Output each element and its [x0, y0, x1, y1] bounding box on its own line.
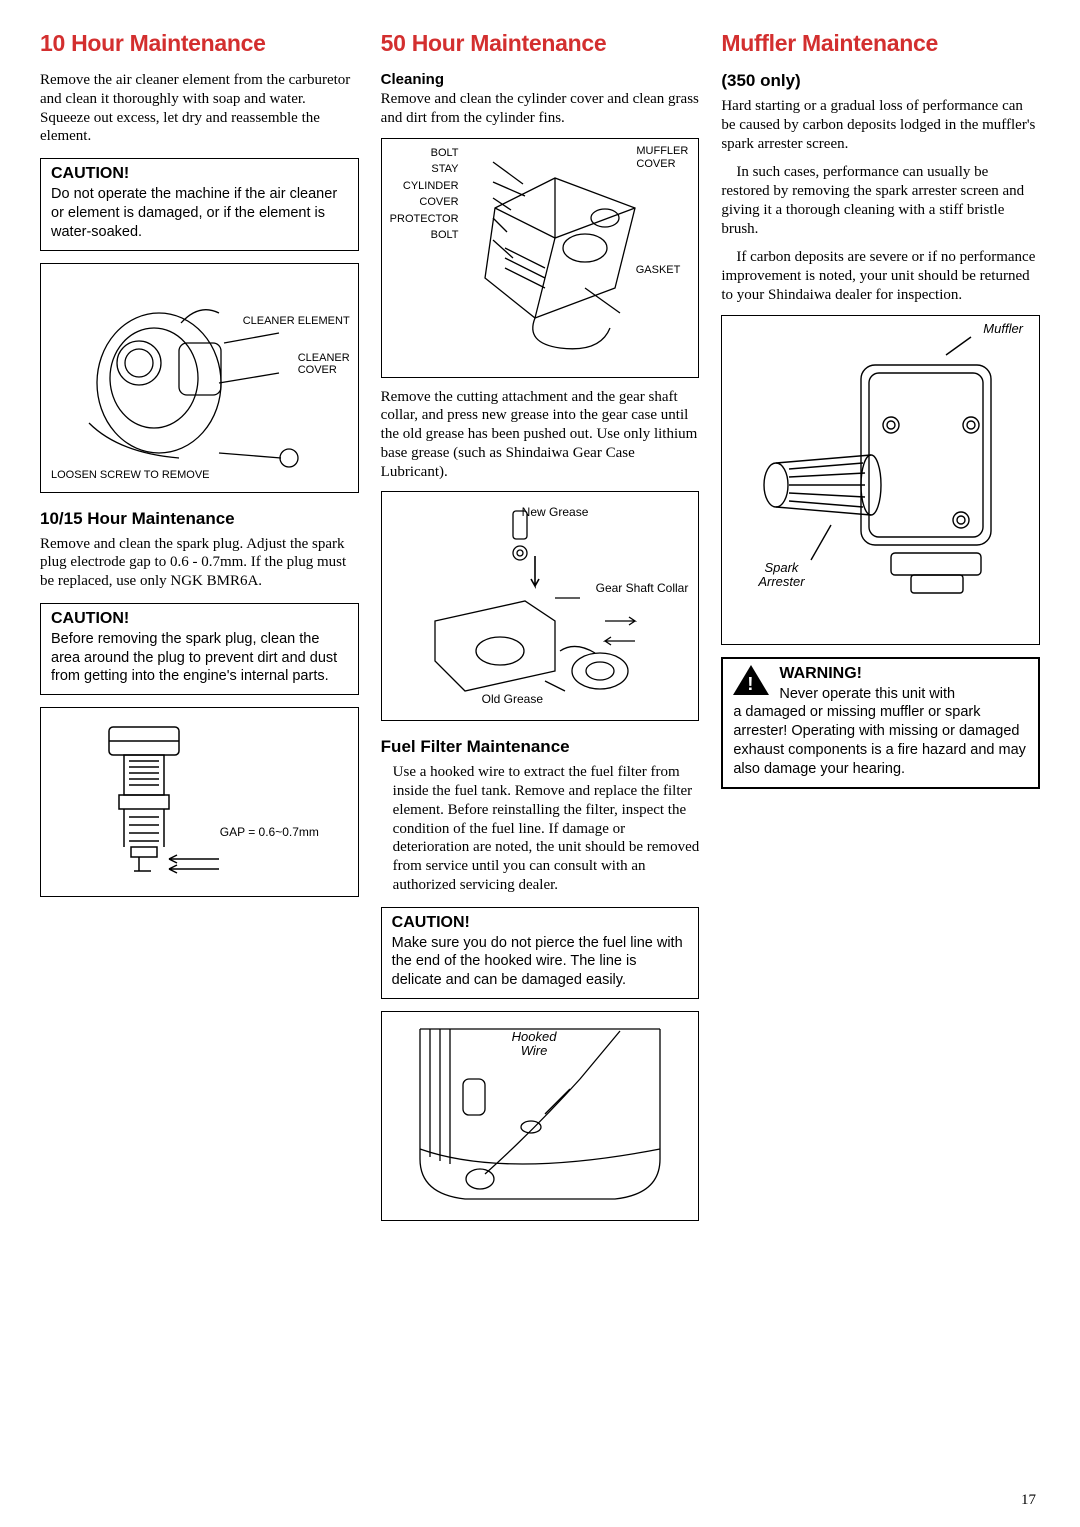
figure-label: Muffler: [983, 320, 1023, 338]
section-title-10-hour: 10 Hour Maintenance: [40, 30, 359, 57]
figure-label: CLEANERCOVER: [298, 352, 350, 376]
figure-label: CLEANER ELEMENT: [243, 314, 350, 329]
figure-label: New Grease: [522, 504, 589, 521]
figure-label: LOOSEN SCREW TO REMOVE: [51, 469, 210, 481]
figure-label: GAP = 0.6~0.7mm: [220, 824, 319, 841]
caution-body: Make sure you do not pierce the fuel lin…: [392, 934, 689, 991]
caution-body: Before removing the spark plug, clean th…: [51, 630, 348, 687]
figure-gear-case: New Grease Gear Shaft Collar Old Grease: [381, 491, 700, 721]
section-title-50-hour: 50 Hour Maintenance: [381, 30, 700, 57]
warning-title: WARNING!: [779, 665, 1028, 683]
figure-label: HookedWire: [512, 1030, 557, 1059]
figure-hooked-wire: HookedWire: [381, 1011, 700, 1221]
body-text: Remove and clean the cylinder cover and …: [381, 90, 700, 128]
body-text: If carbon deposits are severe or if no p…: [721, 248, 1040, 304]
subsection-fuel-filter: Fuel Filter Maintenance: [381, 737, 700, 757]
figure-label: BOLT: [390, 145, 459, 162]
figure-spark-plug-gap: GAP = 0.6~0.7mm: [40, 707, 359, 897]
column-2: 50 Hour Maintenance Cleaning Remove and …: [381, 30, 700, 1221]
figure-label: STAY: [390, 161, 459, 178]
subsection-10-15-hour: 10/15 Hour Maintenance: [40, 509, 359, 529]
warning-box: WARNING! Never operate this unit with a …: [721, 657, 1040, 789]
caution-box: CAUTION! Before removing the spark plug,…: [40, 603, 359, 696]
warning-icon: [733, 665, 769, 695]
cleaning-heading: Cleaning: [381, 71, 700, 88]
figure-label: Old Grease: [482, 691, 543, 708]
caution-title: CAUTION!: [51, 165, 348, 183]
warning-body-lead: Never operate this unit with: [779, 686, 955, 702]
caution-title: CAUTION!: [392, 914, 689, 932]
body-text: Use a hooked wire to extract the fuel fi…: [381, 763, 700, 894]
caution-box: CAUTION! Make sure you do not pierce the…: [381, 907, 700, 1000]
figure-muffler: Muffler SparkArrester: [721, 315, 1040, 645]
figure-label: MUFFLERCOVER: [636, 145, 688, 171]
figure-label: SparkArrester: [758, 561, 804, 590]
caution-title: CAUTION!: [51, 610, 348, 628]
figure-air-cleaner: CLEANER ELEMENT CLEANERCOVER LOOSEN SCRE…: [40, 263, 359, 493]
body-text: Remove the cutting attachment and the ge…: [381, 388, 700, 482]
body-text: Remove the air cleaner element from the …: [40, 71, 359, 146]
caution-body: Do not operate the machine if the air cl…: [51, 185, 348, 242]
figure-label: CYLINDERCOVER: [390, 178, 459, 211]
body-text: Remove and clean the spark plug. Adjust …: [40, 535, 359, 591]
body-text: Hard starting or a gradual loss of perfo…: [721, 97, 1040, 153]
figure-label: BOLT: [390, 227, 459, 244]
figure-label: Gear Shaft Collar: [596, 580, 689, 597]
body-text: In such cases, performance can usually b…: [721, 163, 1040, 238]
subsection-350-only: (350 only): [721, 71, 1040, 91]
section-title-muffler: Muffler Maintenance: [721, 30, 1040, 57]
figure-label: GASKET: [636, 263, 681, 278]
page-number: 17: [1021, 1492, 1036, 1509]
figure-cylinder-cover: BOLT STAY CYLINDERCOVER PROTECTOR BOLT M…: [381, 138, 700, 378]
figure-label: PROTECTOR: [390, 211, 459, 228]
column-3: Muffler Maintenance (350 only) Hard star…: [721, 30, 1040, 1221]
column-1: 10 Hour Maintenance Remove the air clean…: [40, 30, 359, 1221]
caution-box: CAUTION! Do not operate the machine if t…: [40, 158, 359, 251]
warning-body: a damaged or missing muffler or spark ar…: [733, 703, 1028, 778]
